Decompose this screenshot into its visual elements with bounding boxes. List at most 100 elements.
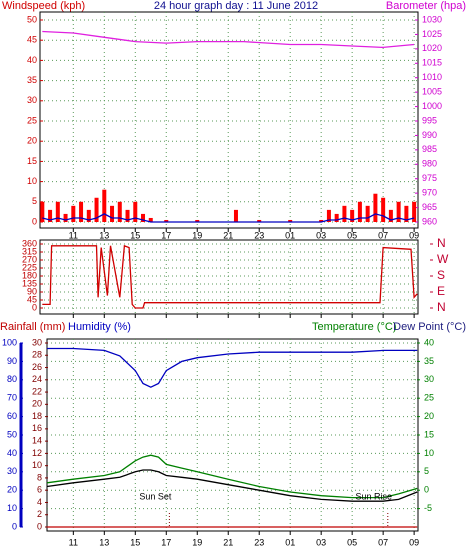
y-tick-label: 0	[12, 521, 17, 531]
y3-tick-label: 22	[32, 386, 42, 396]
y2-tick-label: 10	[424, 448, 434, 458]
annotation: Sun Set	[139, 491, 172, 501]
y-tick-label: 45	[27, 35, 37, 45]
y2-tick-label: 15	[424, 429, 434, 439]
series-line	[46, 454, 418, 499]
x-tick-label: 21	[223, 230, 233, 240]
x-tick-label: 19	[192, 230, 202, 240]
wind-bar	[125, 209, 130, 222]
temperature-label: Temperature (°C)	[312, 321, 396, 333]
series-line	[42, 30, 415, 49]
y2-tick-label: 960	[422, 216, 437, 226]
y2-tick-label: 30	[424, 374, 434, 384]
wind-bar	[396, 201, 401, 222]
y3-tick-label: 24	[32, 374, 42, 384]
y-tick-label: 100	[2, 337, 17, 347]
y-tick-label: 40	[7, 448, 17, 458]
y-tick-label: 40	[27, 55, 37, 65]
x-tick-label: 03	[316, 230, 326, 240]
wind-bar	[388, 209, 393, 222]
y-tick-label: 270	[22, 254, 37, 264]
wind-bar	[117, 201, 122, 222]
series-line	[47, 347, 418, 388]
wind-bar	[334, 213, 339, 222]
y2-tick-label: 975	[422, 173, 437, 183]
dewpoint-label: Dew Point (°C)	[393, 321, 466, 333]
wind-bar	[373, 193, 378, 222]
y-tick-label: 5	[32, 196, 37, 206]
y2-tick-label: 20	[424, 411, 434, 421]
y-tick-label: 30	[7, 466, 17, 476]
x-tick-label: 07	[378, 537, 388, 547]
x-tick-label: 21	[223, 537, 233, 547]
y2-tick-label: 40	[424, 337, 434, 347]
series-line	[42, 244, 418, 309]
y3-tick-label: 8	[37, 472, 42, 482]
y3-tick-label: 4	[37, 497, 42, 507]
x-tick-label: 01	[285, 537, 295, 547]
wind-bar	[148, 217, 153, 222]
wind-bar	[133, 201, 138, 222]
wind-bar	[357, 201, 362, 222]
y2-tick-label: E	[437, 284, 445, 298]
wind-bar	[164, 219, 169, 222]
y3-tick-label: 28	[32, 350, 42, 360]
wind-bar	[365, 205, 370, 222]
x-tick-label: 23	[254, 537, 264, 547]
y-tick-label: 0	[32, 216, 37, 226]
annotation: Sun Rise	[356, 491, 393, 501]
y2-tick-label: 1030	[422, 14, 442, 24]
wind-bar	[79, 201, 84, 222]
y-tick-label: 30	[27, 95, 37, 105]
wind-bar	[404, 205, 409, 222]
y2-tick-label: 995	[422, 115, 437, 125]
x-tick-label: 07	[378, 230, 388, 240]
y2-tick-label: 1015	[422, 58, 442, 68]
y2-tick-label: 965	[422, 202, 437, 212]
y2-tick-label: 5	[424, 466, 429, 476]
y-tick-label: 45	[27, 294, 37, 304]
y2-tick-label: 970	[422, 188, 437, 198]
y3-tick-label: 26	[32, 362, 42, 372]
y-tick-label: 10	[27, 176, 37, 186]
wind-bar	[257, 219, 262, 222]
x-tick-label: 17	[161, 537, 171, 547]
y3-tick-label: 10	[32, 460, 42, 470]
y-tick-label: 135	[22, 278, 37, 288]
y-tick-label: 50	[27, 14, 37, 24]
y-tick-label: 50	[7, 429, 17, 439]
y-tick-label: 60	[7, 411, 17, 421]
y2-tick-label: N	[437, 236, 446, 250]
series-line	[42, 213, 415, 223]
y3-tick-label: 14	[32, 436, 42, 446]
wind-bar	[102, 189, 107, 222]
y3-tick-label: 6	[37, 485, 42, 495]
x-tick-label: 23	[254, 230, 264, 240]
x-tick-label: 11	[69, 537, 78, 547]
x-tick-label: 09	[409, 230, 419, 240]
y3-tick-label: 16	[32, 423, 42, 433]
wind-label: Windspeed (kph)	[2, 0, 85, 12]
x-tick-label: 01	[285, 230, 295, 240]
humidity-label: Humidity (%)	[68, 321, 131, 333]
x-tick-label: 11	[69, 230, 78, 240]
y2-tick-label: 1025	[422, 29, 442, 39]
x-tick-label: 13	[99, 230, 109, 240]
wind-bar	[55, 201, 60, 222]
wind-bar	[94, 197, 99, 222]
plot-frame	[39, 11, 419, 229]
y-tick-label: 315	[22, 246, 37, 256]
chart-title: 24 hour graph day : 11 June 2012	[154, 0, 318, 12]
y-tick-label: 10	[7, 503, 17, 513]
y2-tick-label: 1020	[422, 43, 442, 53]
x-tick-label: 15	[130, 537, 140, 547]
y-tick-label: 35	[27, 75, 37, 85]
y2-tick-label: 990	[422, 130, 437, 140]
y2-tick-label: W	[437, 252, 449, 266]
y2-tick-label: -5	[424, 503, 432, 513]
wind-bar	[288, 219, 293, 222]
wind-bar	[233, 209, 238, 222]
y3-tick-label: 30	[32, 337, 42, 347]
y2-tick-label: 985	[422, 144, 437, 154]
